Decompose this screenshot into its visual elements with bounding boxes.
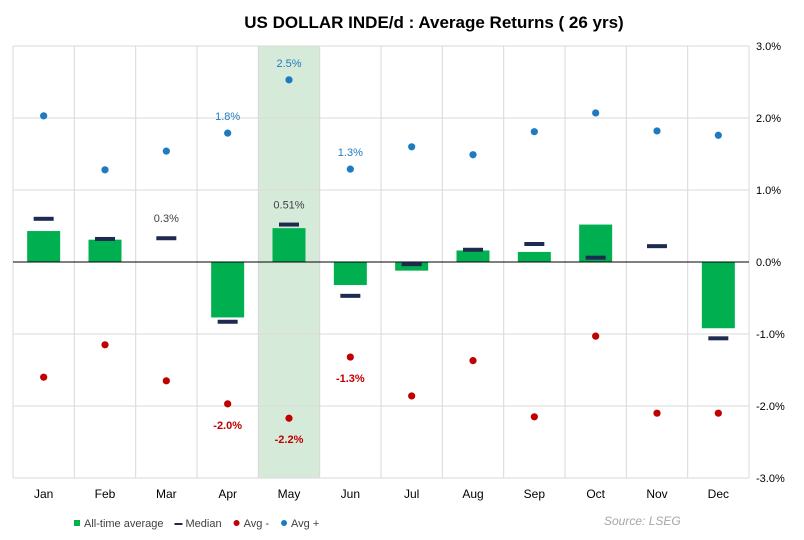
- y-tick-label: -3.0%: [756, 473, 785, 485]
- legend-dot-marker: [233, 520, 240, 526]
- median-dash-dec: [708, 336, 729, 341]
- median-dash-apr: [217, 319, 238, 324]
- data-label-may: 2.5%: [276, 58, 301, 70]
- y-tick-label: 1.0%: [756, 185, 781, 197]
- x-tick-label-may: May: [278, 487, 301, 501]
- avg-plus-dot-jan: [40, 112, 48, 120]
- data-label-mar: 0.3%: [154, 213, 179, 225]
- avg-plus-dot-jun: [346, 165, 354, 173]
- avg-plus-dot-jul: [408, 143, 416, 151]
- x-tick-label-jan: Jan: [34, 487, 53, 501]
- avg-minus-dot-aug: [469, 357, 477, 365]
- average-bar-sep: [517, 251, 551, 262]
- x-tick-label-jun: Jun: [341, 487, 360, 501]
- avg-minus-dot-jun: [346, 353, 354, 361]
- median-dash-jul: [401, 262, 422, 267]
- avg-minus-dot-sep: [530, 413, 538, 421]
- y-tick-label: -2.0%: [756, 401, 785, 413]
- median-dash-jan: [33, 216, 54, 221]
- x-tick-label-feb: Feb: [95, 487, 116, 501]
- legend-label: Median: [185, 518, 221, 530]
- avg-plus-dot-feb: [101, 166, 109, 174]
- dots-layer: [40, 76, 722, 422]
- data-label-jun: -1.3%: [336, 373, 365, 385]
- labels-layer: 1.8% 2.5% 1.3% 0.3% 0.51% -2.0% -2.2% -1.3%: [154, 58, 365, 446]
- legend-label: All-time average: [84, 518, 163, 530]
- y-tick-label: 2.0%: [756, 113, 781, 125]
- bars-layer: [27, 224, 735, 329]
- data-label-may: -2.2%: [275, 434, 304, 446]
- x-tick-label-dec: Dec: [708, 487, 729, 501]
- y-tick-label: -1.0%: [756, 329, 785, 341]
- average-bar-jan: [27, 231, 61, 262]
- average-bar-jun: [333, 262, 367, 286]
- y-tick-label: 0.0%: [756, 257, 781, 269]
- axes-layer: 3.0% 2.0% 1.0% 0.0% -1.0% -2.0% -3.0% Jan Feb Mar…: [34, 41, 785, 501]
- avg-plus-dot-oct: [592, 109, 600, 117]
- legend-median-marker: [174, 523, 183, 525]
- x-tick-label-aug: Aug: [462, 487, 483, 501]
- avg-plus-dot-nov: [653, 127, 661, 135]
- average-bar-jul: [395, 262, 429, 271]
- median-dash-jun: [340, 293, 361, 298]
- average-bar-may: [272, 228, 306, 262]
- legend-label: Avg +: [291, 518, 319, 530]
- legend-bar-marker: [74, 520, 80, 526]
- source-note: Source: LSEG: [604, 514, 681, 528]
- x-tick-label-jul: Jul: [404, 487, 419, 501]
- x-tick-label-oct: Oct: [586, 487, 605, 501]
- median-layer: [33, 216, 729, 341]
- avg-minus-dot-oct: [592, 332, 600, 340]
- average-bar-feb: [88, 239, 122, 262]
- x-tick-label-nov: Nov: [646, 487, 667, 501]
- avg-minus-dot-mar: [162, 377, 170, 385]
- x-tick-label-apr: Apr: [218, 487, 237, 501]
- avg-minus-dot-feb: [101, 341, 109, 349]
- average-bar-apr: [211, 262, 245, 318]
- data-label-apr: -2.0%: [213, 420, 242, 432]
- y-tick-label: 3.0%: [756, 41, 781, 53]
- avg-plus-dot-apr: [224, 129, 232, 137]
- x-tick-label-mar: Mar: [156, 487, 177, 501]
- data-label-may: 0.51%: [273, 200, 304, 212]
- median-dash-sep: [524, 242, 545, 246]
- avg-plus-dot-mar: [162, 147, 170, 155]
- avg-plus-dot-may: [285, 76, 293, 84]
- average-bar-aug: [456, 250, 490, 262]
- chart-title: US DOLLAR INDE/d : Average Returns ( 26 …: [244, 13, 623, 32]
- avg-plus-dot-dec: [714, 131, 722, 139]
- average-bar-dec: [701, 262, 735, 329]
- avg-minus-dot-jul: [408, 392, 416, 400]
- median-dash-mar: [156, 236, 177, 241]
- median-dash-oct: [585, 255, 606, 260]
- avg-minus-dot-apr: [224, 400, 232, 408]
- median-dash-feb: [95, 236, 115, 241]
- data-label-apr: 1.8%: [215, 111, 240, 123]
- avg-plus-dot-sep: [530, 128, 538, 136]
- legend-dot-marker: [281, 520, 288, 526]
- avg-minus-dot-jan: [40, 373, 48, 381]
- avg-minus-dot-dec: [714, 409, 722, 417]
- legend-label: Avg -: [244, 518, 270, 530]
- median-dash-may: [279, 222, 299, 227]
- avg-minus-dot-nov: [653, 409, 661, 417]
- median-dash-aug: [463, 247, 483, 252]
- legend: All-time average Median Avg - Avg +: [74, 518, 319, 530]
- median-dash-nov: [647, 244, 667, 249]
- x-tick-label-sep: Sep: [524, 487, 546, 501]
- data-label-jun: 1.3%: [338, 147, 363, 159]
- avg-plus-dot-aug: [469, 151, 477, 159]
- avg-minus-dot-may: [285, 414, 293, 422]
